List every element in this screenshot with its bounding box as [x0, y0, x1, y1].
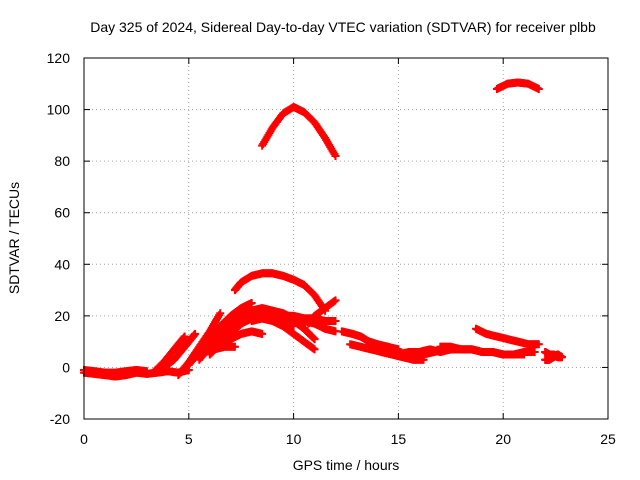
grid — [84, 58, 608, 419]
plot-frame — [83, 57, 609, 420]
data-point — [534, 340, 543, 349]
series-arc-28 — [541, 350, 566, 364]
series-arc-2 — [80, 366, 151, 377]
data-points — [80, 78, 566, 381]
data-point — [419, 355, 428, 364]
series-arc-17 — [230, 269, 330, 315]
data-point — [331, 317, 340, 326]
series-arc-18 — [304, 296, 340, 328]
series-arc-24 — [436, 342, 529, 359]
y-tick-label: 40 — [54, 256, 70, 272]
y-tick-label: 80 — [54, 153, 70, 169]
data-point — [534, 84, 543, 93]
data-point — [530, 347, 539, 356]
data-point — [247, 298, 256, 307]
chart-title: Day 325 of 2024, Sidereal Day-to-day VTE… — [90, 19, 596, 35]
y-tick-label: 120 — [47, 50, 71, 66]
x-tick-labels: 0 5 10 15 20 25 — [80, 431, 616, 447]
series-arc-26 — [492, 78, 543, 93]
x-tick-label: 15 — [391, 431, 407, 447]
data-point — [557, 353, 566, 362]
x-axis-label: GPS time / hours — [293, 457, 400, 473]
y-tick-labels: -20 0 20 40 60 80 100 120 — [47, 50, 71, 427]
data-point — [216, 309, 225, 318]
data-point — [520, 350, 529, 359]
series-arc-25 — [471, 324, 543, 349]
data-point — [331, 151, 340, 160]
data-point — [230, 342, 239, 351]
y-tick-label: 0 — [62, 359, 70, 375]
series-arc-14 — [247, 314, 319, 354]
y-tick-label: 60 — [54, 205, 70, 221]
y-axis-label: SDTVAR / TECUs — [6, 182, 22, 294]
data-point — [191, 329, 200, 338]
y-tick-label: 20 — [54, 308, 70, 324]
data-point — [310, 345, 319, 354]
series-arc-4 — [159, 329, 200, 372]
y-tick-label: -20 — [50, 411, 70, 427]
data-point — [331, 296, 340, 305]
series-arc-19 — [258, 102, 340, 160]
x-tick-label: 20 — [495, 431, 511, 447]
data-point — [179, 333, 188, 342]
x-tick-label: 5 — [185, 431, 193, 447]
x-tick-label: 10 — [286, 431, 302, 447]
series-arc-10 — [201, 342, 239, 356]
x-tick-label: 25 — [600, 431, 616, 447]
data-point — [309, 334, 318, 343]
data-point — [258, 329, 267, 338]
x-tick-label: 0 — [80, 431, 88, 447]
data-point — [142, 367, 151, 376]
y-tick-label: 100 — [47, 102, 71, 118]
data-point — [310, 335, 319, 344]
data-point — [180, 332, 189, 341]
